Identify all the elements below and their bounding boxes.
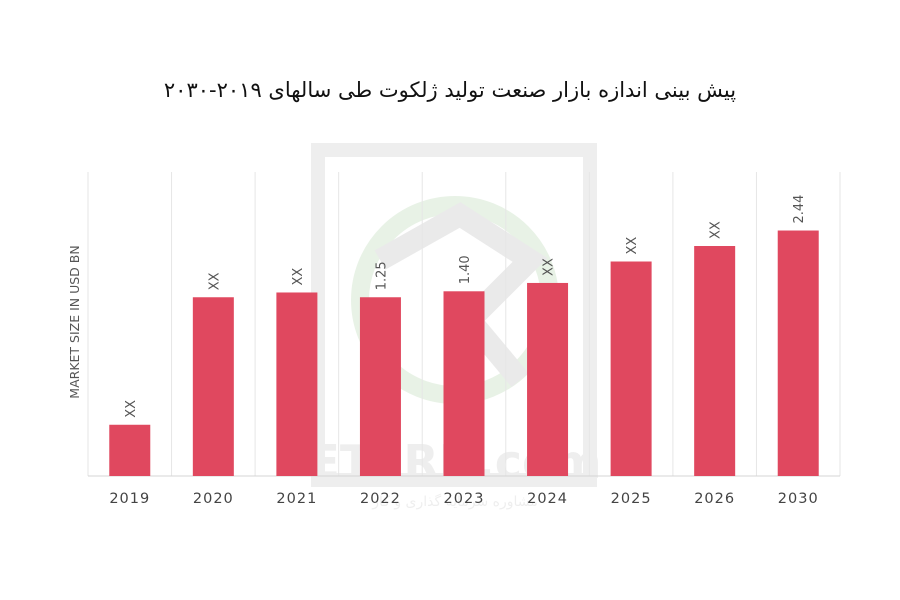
x-tick-2021: 2021 xyxy=(276,491,317,507)
data-label-2020: XX xyxy=(207,272,222,290)
data-label-2023: 1.40 xyxy=(458,255,473,284)
x-tick-2020: 2020 xyxy=(193,491,234,507)
bar-2019 xyxy=(109,424,151,476)
watermark-subtext: مشاوره سرمایه گذاری و کار xyxy=(371,493,538,510)
data-label-2025: XX xyxy=(625,237,640,255)
bar-2021 xyxy=(276,292,318,476)
data-label-2021: XX xyxy=(291,268,306,286)
x-tick-2030: 2030 xyxy=(778,491,819,507)
bar-2026 xyxy=(694,246,736,476)
data-label-2024: XX xyxy=(542,258,557,276)
data-label-2022: 1.25 xyxy=(374,261,389,290)
x-tick-2023: 2023 xyxy=(444,491,485,507)
labels-layer: XX XX XX 1.25 1.40 XX XX XX 2.44 xyxy=(124,195,807,418)
data-label-2019: XX xyxy=(124,400,139,418)
data-label-2026: XX xyxy=(709,221,724,239)
x-tick-labels: 2019 2020 2021 2022 2023 2024 2025 2026 2030 xyxy=(109,491,819,507)
y-axis-label: MARKET SIZE IN USD BN xyxy=(67,245,82,398)
bar-2022 xyxy=(359,297,401,476)
bar-2024 xyxy=(527,282,569,476)
x-tick-2025: 2025 xyxy=(611,491,652,507)
chart-title: پیش بینی اندازه بازار صنعت تولید ژلکوت ط… xyxy=(163,78,737,102)
bars-layer xyxy=(109,230,819,476)
x-tick-2019: 2019 xyxy=(109,491,150,507)
bar-2025 xyxy=(610,261,652,476)
bar-2023 xyxy=(443,291,485,476)
bar-2020 xyxy=(192,297,234,476)
x-tick-2022: 2022 xyxy=(360,491,401,507)
data-label-2030: 2.44 xyxy=(792,195,807,224)
x-tick-2024: 2024 xyxy=(527,491,568,507)
bar-2030 xyxy=(777,230,819,476)
x-tick-2026: 2026 xyxy=(694,491,735,507)
